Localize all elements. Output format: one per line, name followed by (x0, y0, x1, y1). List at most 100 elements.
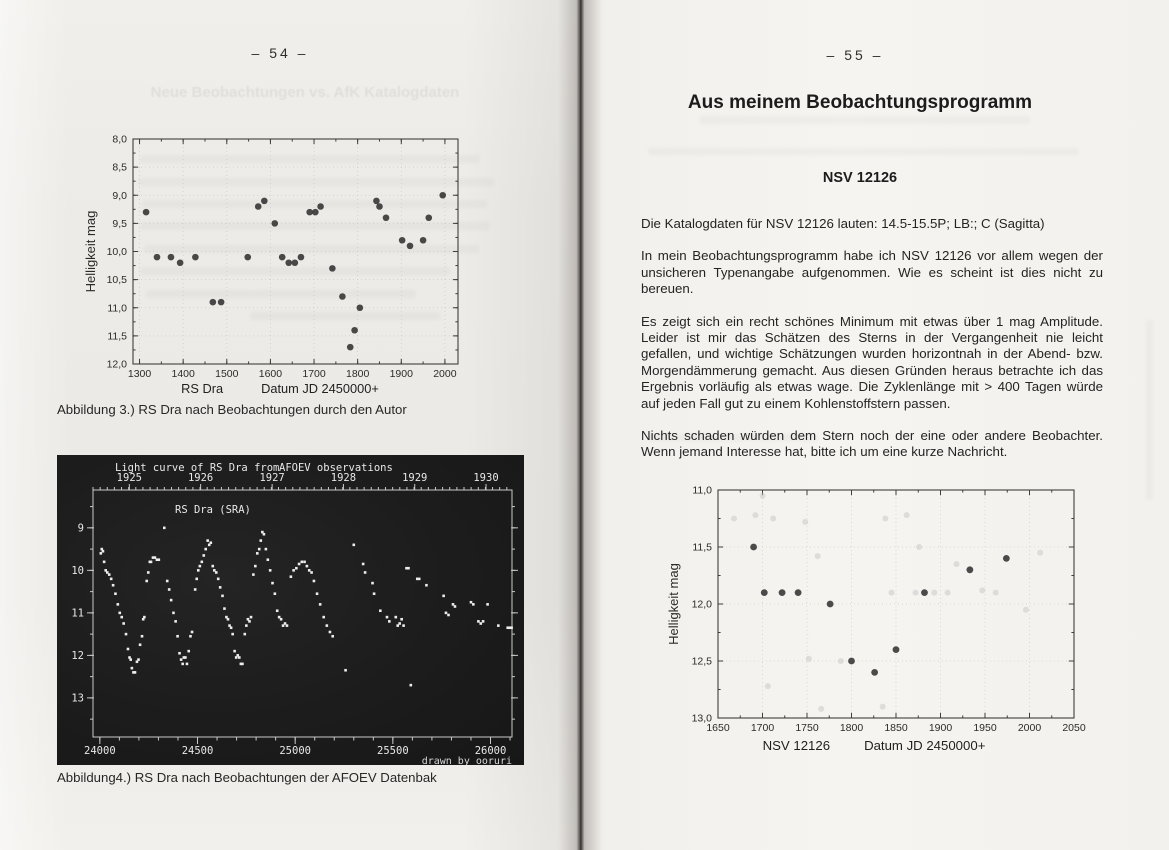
data-point (157, 558, 161, 562)
x-tick-label: 1800 (840, 722, 864, 734)
data-point (192, 253, 199, 261)
data-point (172, 611, 175, 615)
data-point (1002, 555, 1010, 562)
data-point (398, 236, 406, 244)
data-point (231, 632, 234, 636)
ghost-data-point (818, 705, 825, 712)
data-point (198, 564, 202, 568)
year-label: 1928 (331, 472, 356, 484)
data-point (405, 566, 408, 570)
data-point (246, 617, 250, 621)
data-point (508, 626, 511, 630)
bleed-through-artifact (648, 434, 818, 441)
data-point (174, 620, 177, 623)
data-point (453, 605, 457, 608)
x-tick-label: 1800 (346, 368, 370, 380)
ghost-data-point (731, 515, 738, 522)
data-point (146, 571, 150, 574)
data-point (469, 600, 473, 604)
x-tick-label: 2000 (1018, 722, 1042, 734)
data-point (138, 643, 142, 647)
data-point (275, 609, 279, 613)
data-point (120, 615, 124, 619)
data-point (216, 577, 220, 581)
data-point (344, 668, 347, 672)
data-point (278, 253, 286, 261)
y-axis-label: Helligkeit mag (666, 563, 681, 645)
chart-title-right: AFOEV observations (279, 462, 393, 474)
data-point (252, 573, 255, 576)
data-point (223, 607, 226, 610)
ghost-data-point (805, 655, 812, 662)
bleed-through-artifact (146, 290, 416, 298)
data-point (266, 558, 270, 562)
data-point (871, 669, 879, 676)
figure4-caption: Abbildung4.) RS Dra nach Beobachtungen d… (57, 770, 437, 785)
data-point (328, 630, 332, 634)
data-point (376, 203, 383, 210)
data-point (382, 214, 390, 222)
data-point (398, 622, 401, 625)
data-point (331, 634, 334, 638)
data-point (407, 566, 410, 570)
y-tick-label: 13 (71, 692, 84, 704)
bleed-through-artifact (142, 200, 487, 208)
y-tick-label: 10 (71, 565, 84, 577)
data-point (778, 589, 786, 596)
data-point (361, 562, 365, 566)
data-point (297, 253, 305, 261)
data-point (214, 571, 218, 574)
y-tick-label: 12 (71, 650, 84, 662)
data-point (303, 560, 306, 564)
data-point (176, 634, 179, 638)
data-point (245, 624, 248, 627)
y-tick-label: 12,5 (692, 656, 713, 668)
data-point (202, 554, 206, 557)
x-tick-label: 1750 (795, 722, 819, 734)
data-point (419, 236, 427, 244)
data-point (283, 622, 287, 625)
data-point (396, 624, 400, 627)
data-point (479, 622, 483, 625)
data-point (101, 549, 105, 553)
article-subtitle: NSV 12126 (822, 170, 898, 186)
data-point (243, 632, 247, 636)
ghost-data-point (770, 515, 777, 522)
data-point (254, 564, 257, 568)
x-tick-label: 25000 (279, 745, 311, 757)
ghost-data-point (882, 515, 889, 522)
nsv-12126-chart: 1650 1700 1750 1800 1850 1900 1950 2000 2050 11,0… (666, 485, 1086, 735)
data-point (248, 620, 251, 623)
data-point (261, 197, 268, 205)
y-tick-label: 10,0 (107, 246, 128, 258)
x-tick-label: 24500 (182, 745, 214, 757)
data-point (102, 560, 106, 564)
data-point (105, 571, 109, 574)
ghost-data-point (1022, 606, 1029, 613)
data-point (187, 649, 191, 653)
y-tick-label: 8,5 (112, 162, 127, 174)
ghost-data-point (953, 561, 960, 568)
bleed-through-artifact (1146, 320, 1153, 500)
data-point (312, 208, 319, 216)
x-tick-label: 25500 (377, 745, 409, 757)
data-point (329, 265, 336, 272)
data-point (167, 253, 175, 261)
data-point (195, 577, 199, 581)
plot-frame (92, 489, 513, 738)
data-point (193, 588, 197, 591)
x-tick-label: 26000 (475, 745, 507, 757)
bleed-through-artifact (138, 178, 494, 186)
data-point (285, 624, 289, 627)
ghost-data-point (752, 512, 759, 519)
y-tick-label: 10,5 (107, 274, 128, 286)
data-point (506, 626, 510, 630)
scan-page-right (578, 0, 1169, 850)
data-point (209, 298, 217, 306)
data-point (352, 543, 356, 547)
bleed-through-heading: Neue Beobachtungen vs. AfK Katalogdaten (150, 84, 460, 101)
ghost-data-point (814, 553, 821, 560)
y-tick-label: 11,5 (107, 330, 127, 342)
data-point (271, 220, 279, 227)
